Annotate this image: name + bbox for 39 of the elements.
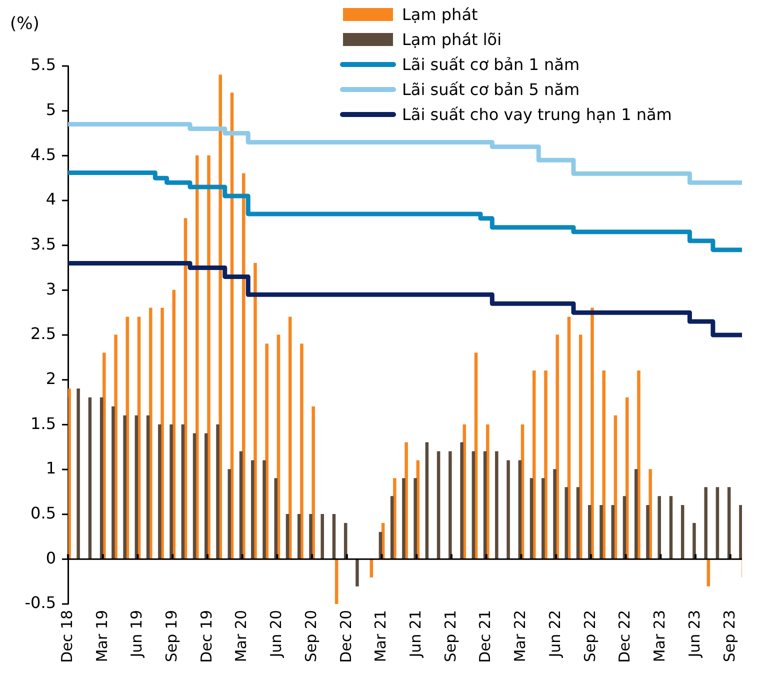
x-tick-label: Sep 19 bbox=[162, 610, 180, 662]
x-tick-label: Mar 22 bbox=[511, 610, 530, 662]
x-tick-label: Jun 22 bbox=[546, 610, 564, 658]
y-tick-label: 5.5 bbox=[30, 55, 56, 74]
x-tick-label: Dec 18 bbox=[58, 610, 76, 663]
y-axis-title: (%) bbox=[10, 14, 40, 34]
y-tick-label: 1.5 bbox=[30, 414, 56, 433]
y-tick-label: 1 bbox=[46, 458, 56, 478]
x-tick-label: Sep 22 bbox=[580, 610, 599, 662]
y-tick-label: 4.5 bbox=[30, 144, 56, 164]
x-tick-label: Dec 19 bbox=[197, 610, 216, 663]
x-tick-label: Sep 23 bbox=[720, 610, 738, 662]
y-tick-label: 0 bbox=[46, 548, 56, 568]
x-tick-label: Dec 21 bbox=[476, 610, 494, 663]
y-tick-label: 2 bbox=[46, 368, 56, 388]
legend-label: Lãi suất cho vay trung hạn 1 năm bbox=[402, 105, 672, 124]
x-tick-label: Dec 20 bbox=[336, 610, 355, 663]
legend-label: Lãi suất cơ bản 5 năm bbox=[402, 80, 580, 99]
y-tick-label: 5 bbox=[46, 100, 56, 119]
x-tick-label: Jun 21 bbox=[406, 610, 425, 658]
x-tick-label: Mar 21 bbox=[372, 610, 390, 662]
y-tick-label: -0.5 bbox=[24, 593, 56, 612]
y-tick-label: 3.5 bbox=[30, 234, 56, 254]
x-tick-label: Jun 20 bbox=[267, 610, 286, 658]
y-tick-label: 3 bbox=[46, 279, 56, 298]
legend-label: Lạm phát bbox=[402, 5, 478, 24]
x-tick-label: Mar 23 bbox=[650, 610, 669, 662]
legend-label: Lạm phát lõi bbox=[402, 30, 502, 49]
legend-label: Lãi suất cơ bản 1 năm bbox=[402, 55, 580, 74]
x-tick-label: Mar 19 bbox=[92, 610, 111, 662]
y-tick-label: 0.5 bbox=[30, 503, 56, 522]
x-tick-label: Mar 20 bbox=[232, 610, 250, 662]
y-tick-label: 4 bbox=[46, 190, 56, 209]
y-tick-label: 2.5 bbox=[30, 324, 56, 344]
x-tick-label: Jun 19 bbox=[128, 610, 146, 658]
x-tick-label: Sep 21 bbox=[441, 610, 460, 662]
x-tick-label: Dec 22 bbox=[616, 610, 634, 663]
x-tick-label: Sep 20 bbox=[302, 610, 320, 662]
x-tick-label: Jun 23 bbox=[685, 610, 704, 658]
